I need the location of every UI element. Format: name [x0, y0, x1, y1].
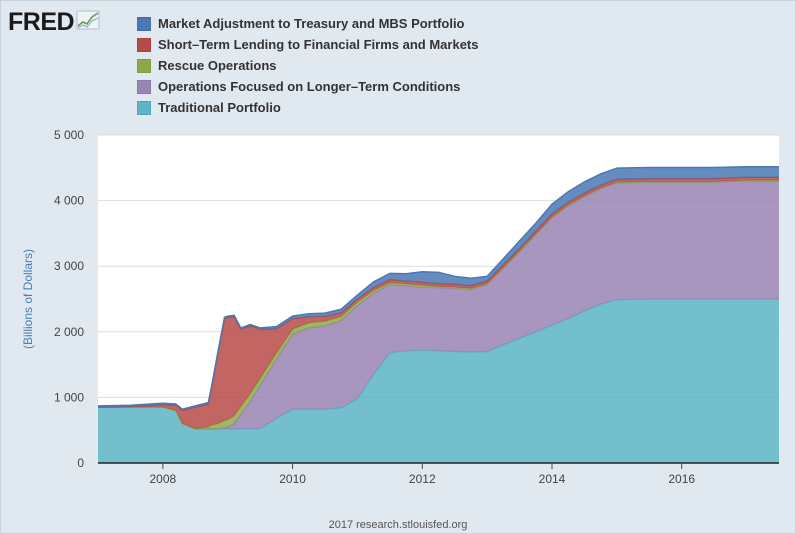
legend-label: Short–Term Lending to Financial Firms an…	[158, 37, 479, 52]
trend-line-icon	[76, 10, 100, 35]
y-tick-label: 2 000	[54, 325, 84, 339]
x-tick-label: 2010	[279, 472, 306, 486]
legend-label: Operations Focused on Longer–Term Condit…	[158, 79, 461, 94]
chart-legend: Market Adjustment to Treasury and MBS Po…	[137, 13, 478, 118]
legend-swatch	[137, 58, 151, 73]
logo-text: FRED	[8, 7, 75, 36]
legend-item[interactable]: Traditional Portfolio	[137, 97, 478, 118]
legend-item[interactable]: Rescue Operations	[137, 55, 478, 76]
x-tick-label: 2008	[150, 472, 177, 486]
x-tick-label: 2012	[409, 472, 436, 486]
area-operations-focused-on-longer-term-conditions	[98, 180, 779, 429]
area-traditional-portfolio	[98, 299, 779, 463]
legend-item[interactable]: Short–Term Lending to Financial Firms an…	[137, 34, 478, 55]
legend-label: Traditional Portfolio	[158, 100, 281, 115]
y-tick-label: 0	[77, 456, 84, 470]
legend-label: Market Adjustment to Treasury and MBS Po…	[158, 16, 465, 31]
legend-swatch	[137, 37, 151, 52]
x-tick-label: 2014	[539, 472, 566, 486]
legend-swatch	[137, 16, 151, 31]
footer-credit[interactable]: 2017 research.stlouisfed.org	[328, 519, 468, 531]
y-tick-label: 1 000	[54, 390, 84, 404]
legend-item[interactable]: Operations Focused on Longer–Term Condit…	[137, 76, 478, 97]
y-axis-label: (Billions of Dollars)	[21, 248, 35, 350]
x-tick-label: 2016	[668, 472, 695, 486]
fred-logo[interactable]: FRED	[8, 7, 100, 36]
y-tick-label: 5 000	[54, 128, 84, 142]
y-tick-label: 3 000	[54, 259, 84, 273]
y-tick-label: 4 000	[54, 194, 84, 208]
legend-swatch	[137, 100, 151, 115]
legend-swatch	[137, 79, 151, 94]
legend-label: Rescue Operations	[158, 58, 277, 73]
legend-item[interactable]: Market Adjustment to Treasury and MBS Po…	[137, 13, 478, 34]
series-line	[97, 166, 779, 411]
